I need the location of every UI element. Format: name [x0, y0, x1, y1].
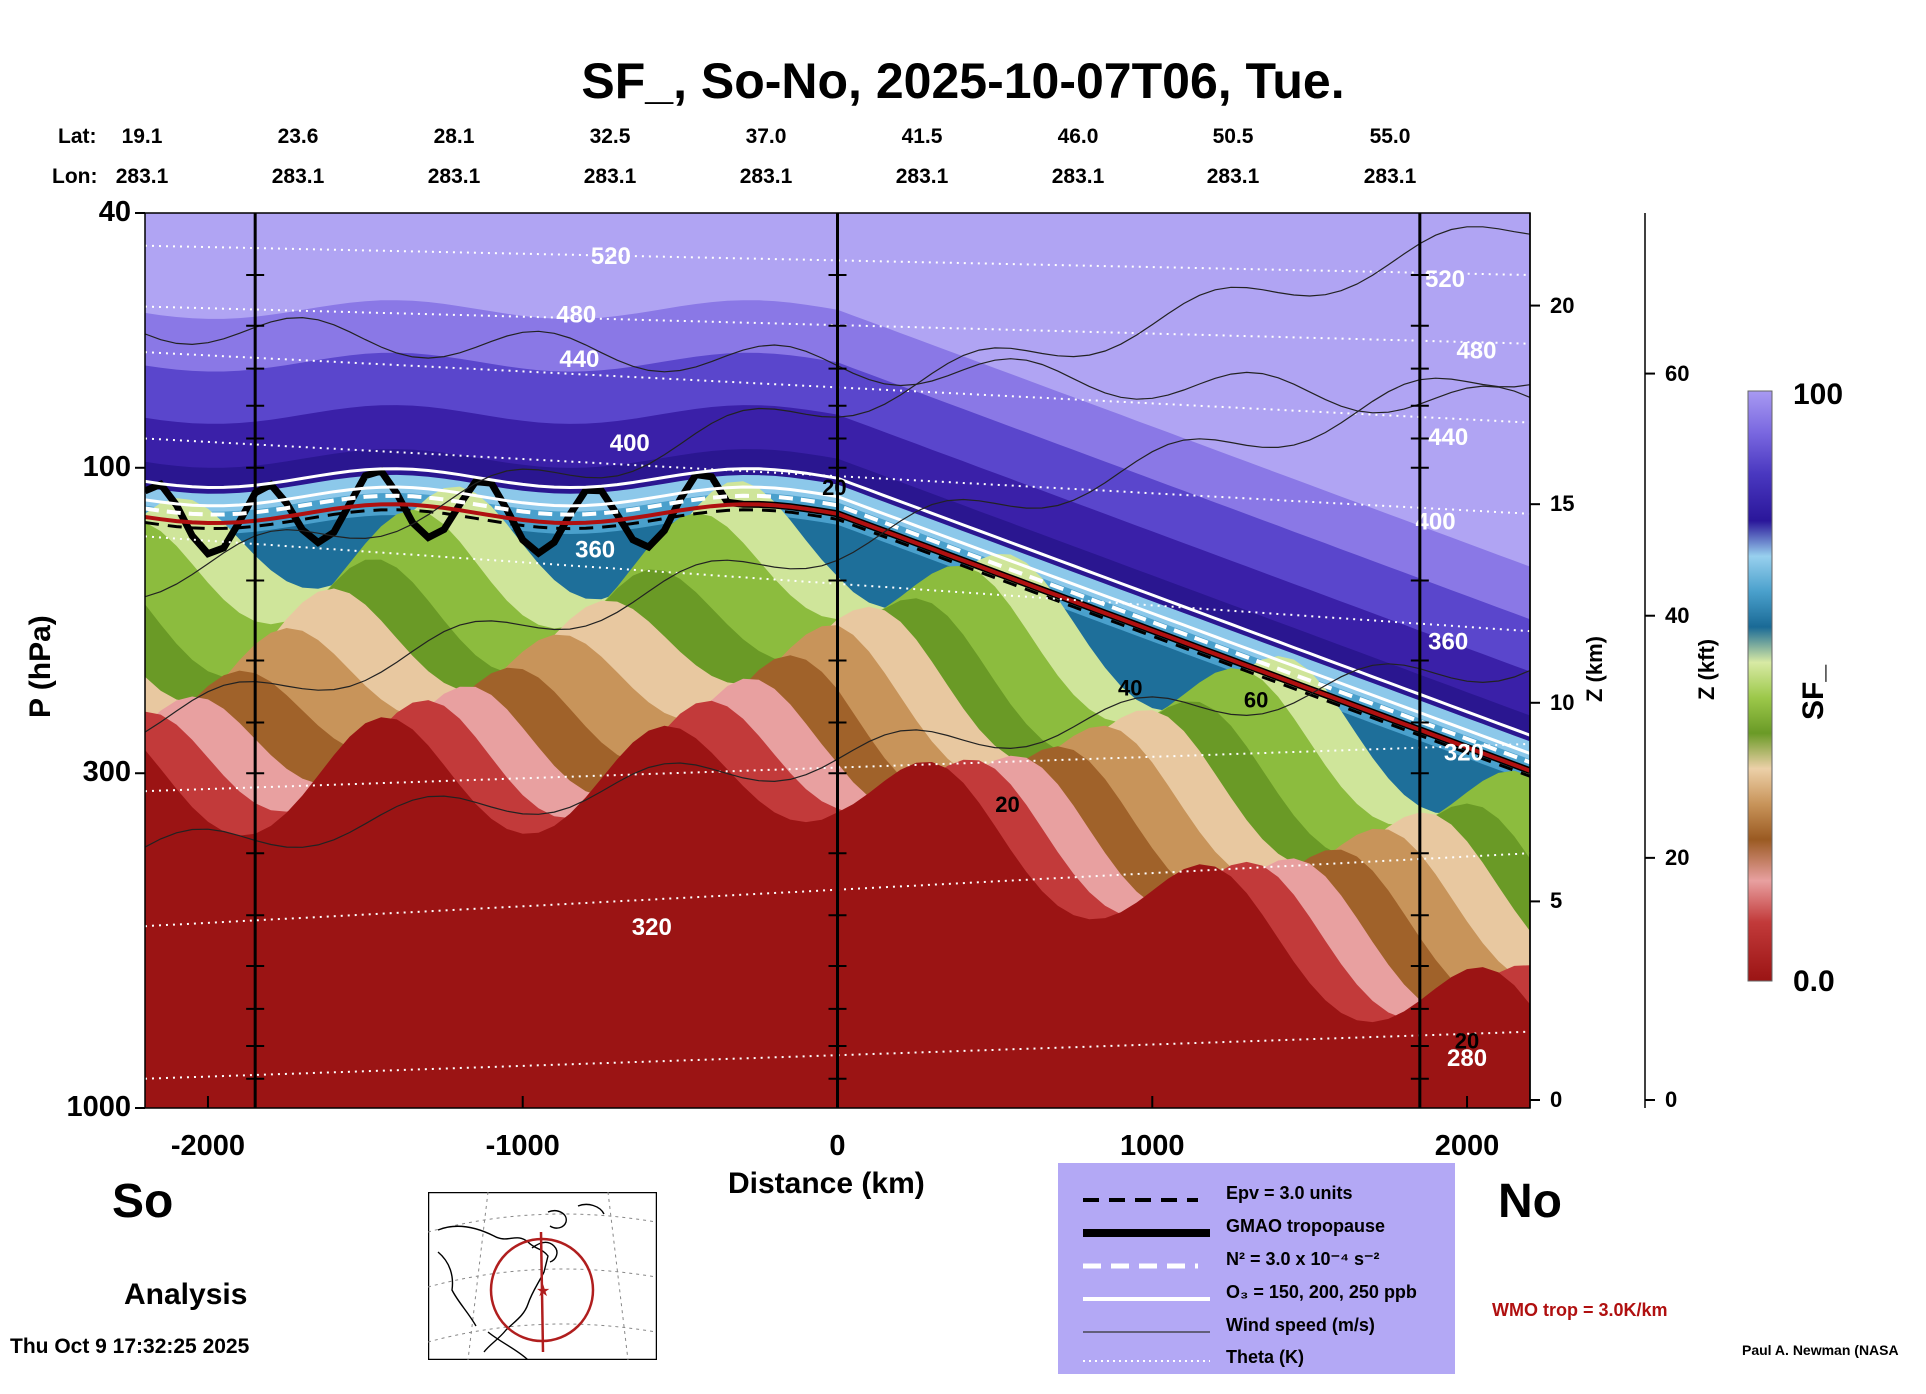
- z-kft-tick-label: 60: [1665, 360, 1690, 386]
- lon-value: 283.1: [583, 165, 637, 188]
- south-label: So: [112, 1175, 174, 1228]
- lon-value: 283.1: [739, 165, 793, 188]
- z-kft-tick-label: 40: [1665, 602, 1690, 628]
- legend-wind-label: Wind speed (m/s): [1226, 1315, 1375, 1335]
- wind-label: 20: [1455, 1028, 1479, 1053]
- lon-row-label: Lon:: [52, 165, 98, 188]
- theta-label: 320: [632, 914, 672, 941]
- x-tick-label: 1000: [1120, 1130, 1185, 1162]
- legend-o3-label: O₃ = 150, 200, 250 ppb: [1226, 1282, 1417, 1302]
- z-km-axis-label: Z (km): [1582, 636, 1607, 702]
- x-tick-label: -2000: [170, 1130, 246, 1162]
- y-axis-label: P (hPa): [24, 615, 57, 718]
- lat-value: 37.0: [745, 125, 787, 148]
- theta-label: 360: [1428, 629, 1468, 656]
- svg-text:★: ★: [536, 1283, 550, 1300]
- plot-axes: [135, 212, 1655, 1109]
- wmo-trop-note: WMO trop = 3.0K/km: [1492, 1300, 1668, 1320]
- lat-value: 19.1: [121, 125, 163, 148]
- z-km-tick-label: 0: [1550, 1087, 1563, 1112]
- theta-label: 520: [1425, 266, 1465, 293]
- lon-value: 283.1: [1363, 165, 1417, 188]
- timestamp: Thu Oct 9 17:32:25 2025: [10, 1335, 250, 1358]
- theta-label: 520: [591, 243, 631, 270]
- y-tick-label: 40: [98, 196, 131, 228]
- lon-value: 283.1: [427, 165, 481, 188]
- colorbar-min: 0.0: [1793, 965, 1835, 998]
- legend-theta-label: Theta (K): [1226, 1347, 1304, 1367]
- lon-value: 283.1: [271, 165, 325, 188]
- analysis-label: Analysis: [124, 1278, 248, 1311]
- z-kft-axis-label: Z (kft): [1694, 638, 1719, 700]
- chart-title: SF_, So-No, 2025-10-07T06, Tue.: [581, 53, 1345, 109]
- lon-value: 283.1: [115, 165, 169, 188]
- y-tick-label: 100: [82, 450, 131, 483]
- section-track: [539, 1231, 545, 1353]
- x-tick-label: 0: [829, 1130, 846, 1162]
- lat-value: 50.5: [1212, 125, 1254, 148]
- lat-value: 46.0: [1057, 125, 1099, 148]
- lat-value: 28.1: [433, 125, 475, 148]
- y-tick-label: 1000: [66, 1091, 131, 1123]
- theta-label: 480: [1456, 338, 1496, 365]
- colorbar-label: SF_: [1797, 664, 1830, 720]
- lon-value: 283.1: [1206, 165, 1260, 188]
- wind-label: 20: [822, 475, 846, 500]
- x-axis-label: Distance (km): [728, 1167, 925, 1200]
- wind-label: 40: [1118, 675, 1142, 700]
- locator-map: ★: [428, 1192, 657, 1360]
- lat-value: 23.6: [277, 125, 319, 148]
- theta-label: 400: [610, 430, 650, 457]
- y-tick-label: 300: [82, 756, 131, 789]
- lat-row-label: Lat:: [58, 125, 97, 148]
- legend: Epv = 3.0 units GMAO tropopause N² = 3.0…: [1058, 1163, 1455, 1374]
- theta-label: 440: [1428, 424, 1468, 451]
- theta-label: 280: [1447, 1045, 1487, 1072]
- z-km-tick-label: 20: [1550, 292, 1575, 318]
- legend-epv-label: Epv = 3.0 units: [1226, 1183, 1353, 1203]
- x-tick-label: 2000: [1434, 1130, 1500, 1162]
- theta-label: 480: [556, 302, 596, 329]
- legend-tropopause-label: GMAO tropopause: [1226, 1216, 1386, 1236]
- theta-label: 440: [559, 346, 599, 373]
- lon-value: 283.1: [895, 165, 949, 188]
- lat-value: 55.0: [1369, 125, 1411, 148]
- theta-label: 320: [1444, 739, 1484, 766]
- theta-label: 360: [575, 537, 615, 564]
- lat-value: 41.5: [901, 125, 943, 148]
- lon-value: 283.1: [1051, 165, 1105, 188]
- z-kft-tick-label: 0: [1665, 1087, 1678, 1112]
- wind-label: 20: [995, 792, 1019, 817]
- z-km-tick-label: 15: [1550, 491, 1575, 517]
- legend-n2-label: N² = 3.0 x 10⁻⁴ s⁻²: [1226, 1249, 1380, 1269]
- z-kft-tick-label: 20: [1665, 844, 1690, 870]
- wind-label: 60: [1244, 688, 1268, 713]
- z-km-tick-label: 5: [1550, 888, 1563, 914]
- colorbar: [1747, 390, 1773, 982]
- theta-label: 400: [1416, 508, 1456, 535]
- lat-value: 32.5: [589, 125, 631, 148]
- colorbar-max: 100: [1793, 378, 1844, 411]
- x-tick-label: -1000: [485, 1130, 560, 1162]
- n2-contour: [145, 493, 1530, 765]
- z-km-tick-label: 10: [1550, 689, 1575, 715]
- credit-text: Paul A. Newman (NASA: [1742, 1342, 1899, 1358]
- north-label: No: [1498, 1175, 1562, 1228]
